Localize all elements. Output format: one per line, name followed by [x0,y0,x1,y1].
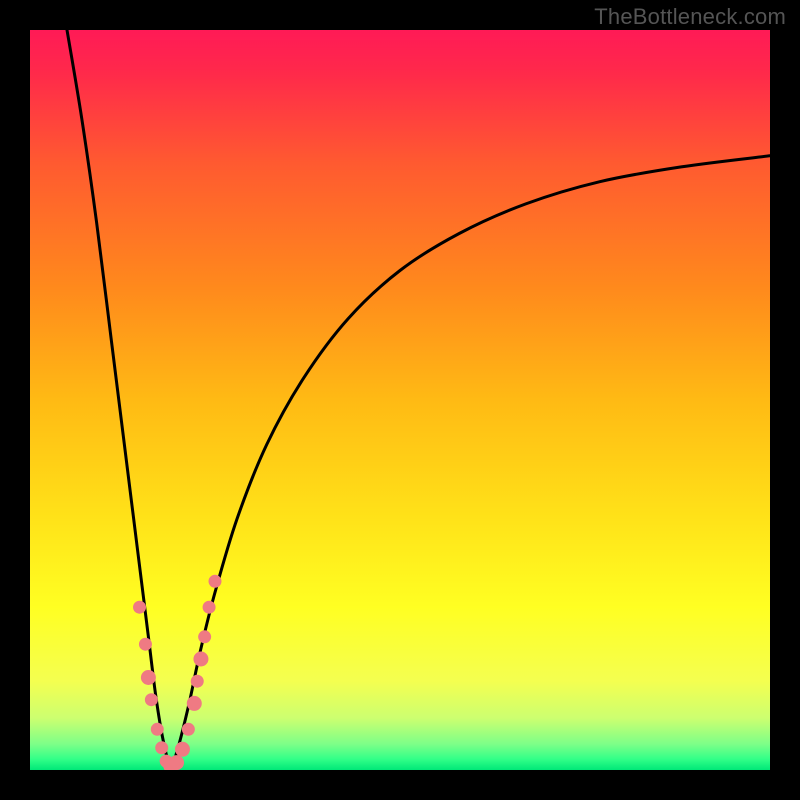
data-marker [145,694,157,706]
marker-group [134,575,221,770]
data-marker [170,756,184,770]
data-marker [151,723,163,735]
data-marker [203,601,215,613]
data-marker [175,742,189,756]
data-marker [199,631,211,643]
plot-area [30,30,770,770]
data-marker [209,575,221,587]
data-marker [194,652,208,666]
curve-layer [30,30,770,770]
data-marker [187,696,201,710]
bottleneck-curve [67,30,770,766]
data-marker [182,723,194,735]
watermark-text: TheBottleneck.com [594,4,786,30]
data-marker [134,601,146,613]
data-marker [191,675,203,687]
chart-frame: TheBottleneck.com [0,0,800,800]
data-marker [139,638,151,650]
data-marker [156,742,168,754]
data-marker [141,671,155,685]
